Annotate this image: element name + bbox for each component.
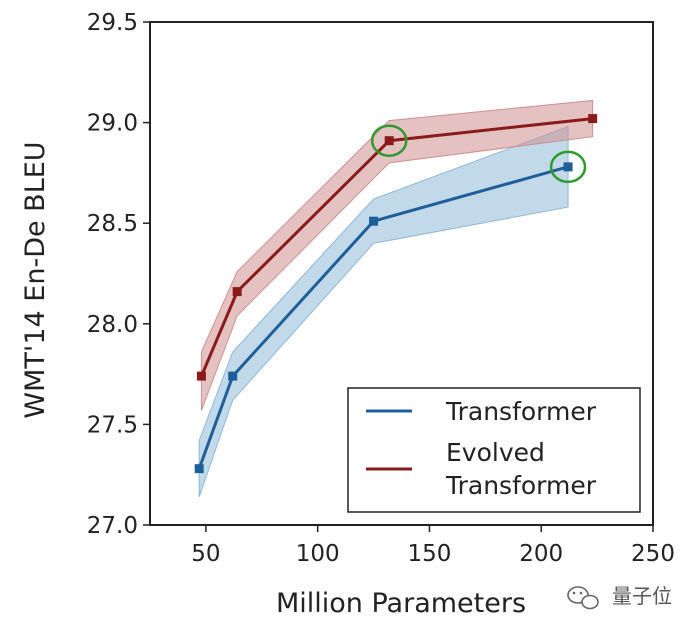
evolved-transformer-point <box>384 136 394 146</box>
y-axis-label: WMT'14 En-De BLEU <box>20 141 51 418</box>
x-tick-label: 100 <box>296 541 340 567</box>
transformer-line <box>197 165 569 470</box>
legend-box <box>347 387 641 513</box>
evolved-transformer-point <box>588 114 598 124</box>
y-tick-label: 27.0 <box>87 513 138 539</box>
y-tick-label: 27.5 <box>87 412 138 438</box>
y-tick-label: 28.5 <box>87 211 138 237</box>
legend-label-transformer: Transformer <box>445 397 597 426</box>
highlight-circle <box>549 150 587 184</box>
evolved-transformer-line <box>200 117 593 377</box>
highlight-circles <box>370 124 587 184</box>
legend-label-evolved-line1: Evolved <box>446 438 545 467</box>
series-markers <box>194 114 598 474</box>
evolved-transformer-point <box>196 371 206 381</box>
evolved-transformer-point <box>232 287 242 297</box>
y-tick-label: 29.0 <box>87 111 138 137</box>
highlight-circle <box>370 124 408 157</box>
x-tick-label: 150 <box>407 541 451 567</box>
evolved-transformer-confidence-band <box>200 99 594 411</box>
plot-frame <box>149 21 654 526</box>
x-tick-label: 50 <box>191 541 220 567</box>
transformer-point <box>228 371 238 381</box>
wechat-icon <box>567 586 599 610</box>
series-lines <box>197 117 593 470</box>
watermark-text: 量子位 <box>612 584 672 608</box>
x-axis-ticks: 50 100 150 200 250 <box>191 525 675 567</box>
confidence-bands <box>198 99 594 497</box>
transformer-confidence-band <box>198 125 569 497</box>
transformer-point <box>194 464 204 474</box>
y-axis-ticks: 27.0 27.5 28.0 28.5 29.0 29.5 <box>87 10 150 539</box>
x-axis-label: Million Parameters <box>276 588 526 619</box>
legend-label-evolved-line2: Transformer <box>445 471 597 500</box>
transformer-point <box>369 216 379 226</box>
watermark: 量子位 <box>567 584 672 610</box>
transformer-point <box>563 162 573 172</box>
y-tick-label: 28.0 <box>87 312 138 338</box>
x-tick-label: 250 <box>631 541 675 567</box>
legend: Transformer Evolved Transformer <box>347 387 641 513</box>
x-tick-label: 200 <box>519 541 563 567</box>
y-tick-label: 29.5 <box>87 10 138 36</box>
